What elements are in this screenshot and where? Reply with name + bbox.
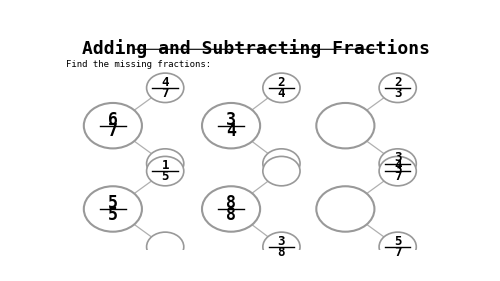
Text: 7: 7 xyxy=(108,122,118,140)
Text: Find the missing fractions:: Find the missing fractions: xyxy=(66,60,212,69)
Ellipse shape xyxy=(263,73,300,103)
Ellipse shape xyxy=(316,186,374,232)
Text: 5: 5 xyxy=(162,170,169,183)
Ellipse shape xyxy=(146,73,184,103)
Ellipse shape xyxy=(146,149,184,178)
Text: 3: 3 xyxy=(394,151,402,164)
Text: 4: 4 xyxy=(394,159,402,172)
Ellipse shape xyxy=(379,73,416,103)
Text: 7: 7 xyxy=(162,87,169,100)
Ellipse shape xyxy=(84,103,142,148)
Ellipse shape xyxy=(379,232,416,262)
Text: 4: 4 xyxy=(278,87,285,100)
Text: 6: 6 xyxy=(108,111,118,129)
Ellipse shape xyxy=(263,232,300,262)
Text: 7: 7 xyxy=(394,170,402,183)
Text: 3: 3 xyxy=(226,111,236,129)
Text: 8: 8 xyxy=(226,206,236,224)
Ellipse shape xyxy=(263,149,300,178)
Ellipse shape xyxy=(263,157,300,186)
Text: Adding and Subtracting Fractions: Adding and Subtracting Fractions xyxy=(82,39,430,58)
Text: 1: 1 xyxy=(162,159,169,172)
Ellipse shape xyxy=(84,186,142,232)
Text: 7: 7 xyxy=(394,246,402,259)
Text: 5: 5 xyxy=(108,194,118,212)
Ellipse shape xyxy=(146,157,184,186)
Ellipse shape xyxy=(379,157,416,186)
Text: 2: 2 xyxy=(394,76,402,89)
Ellipse shape xyxy=(202,103,260,148)
Text: 3: 3 xyxy=(394,163,402,176)
Text: 2: 2 xyxy=(278,76,285,89)
Text: 4: 4 xyxy=(162,76,169,89)
Text: 5: 5 xyxy=(108,206,118,224)
Text: 8: 8 xyxy=(278,246,285,259)
Ellipse shape xyxy=(316,103,374,148)
Text: 8: 8 xyxy=(226,194,236,212)
Ellipse shape xyxy=(146,232,184,262)
Text: 3: 3 xyxy=(278,235,285,248)
Text: 3: 3 xyxy=(394,87,402,100)
Ellipse shape xyxy=(202,186,260,232)
Ellipse shape xyxy=(379,149,416,178)
Text: 5: 5 xyxy=(394,235,402,248)
Text: 4: 4 xyxy=(226,122,236,140)
